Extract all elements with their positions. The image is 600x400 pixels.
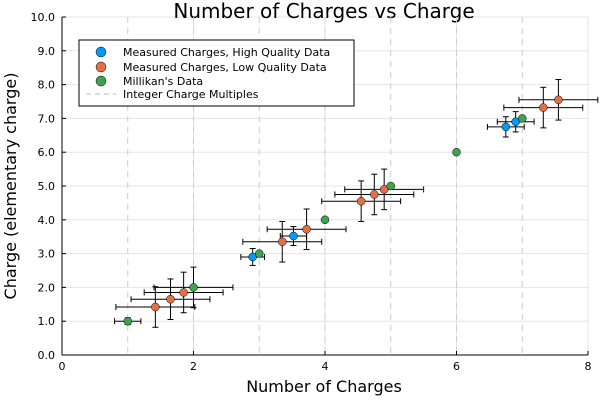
legend-label-high-quality: Measured Charges, High Quality Data bbox=[123, 46, 330, 59]
series-1-point-0 bbox=[115, 286, 196, 328]
data-point bbox=[166, 294, 175, 304]
data-point bbox=[302, 225, 311, 234]
data-point bbox=[289, 231, 298, 241]
series-2-point-5 bbox=[452, 147, 461, 157]
data-marks bbox=[114, 79, 599, 328]
legend-label-low-quality: Measured Charges, Low Quality Data bbox=[123, 61, 327, 74]
series-1-point-5 bbox=[321, 180, 402, 222]
y-tick-label-7: 7.0 bbox=[38, 112, 56, 125]
y-tick-label-4: 4.0 bbox=[38, 214, 56, 227]
y-tick-label-2: 2.0 bbox=[38, 281, 56, 294]
x-tick-label-0: 0 bbox=[59, 360, 66, 373]
data-point bbox=[370, 190, 379, 199]
legend: Measured Charges, High Quality Data Meas… bbox=[78, 39, 355, 107]
legend-box bbox=[78, 39, 355, 107]
x-axis-label: Number of Charges bbox=[246, 377, 402, 396]
series-1-point-4 bbox=[266, 208, 347, 251]
y-tick-label-9: 9.0 bbox=[38, 45, 56, 58]
data-point bbox=[278, 237, 287, 247]
y-tick-label-10: 10.0 bbox=[31, 11, 56, 24]
series-0-point-3 bbox=[496, 111, 535, 133]
data-point bbox=[386, 181, 395, 191]
data-point bbox=[123, 316, 132, 326]
series-0-point-2 bbox=[486, 116, 525, 138]
series-2-point-0 bbox=[114, 316, 142, 326]
data-point bbox=[501, 122, 511, 132]
data-point bbox=[539, 103, 548, 112]
legend-marker-millikan bbox=[95, 75, 107, 87]
data-point bbox=[255, 249, 264, 258]
data-point bbox=[189, 283, 198, 292]
data-point bbox=[518, 114, 527, 123]
y-tick-label-8: 8.0 bbox=[38, 79, 56, 92]
data-point bbox=[320, 215, 330, 225]
legend-marker-low-quality bbox=[95, 61, 107, 73]
series-2-point-3 bbox=[320, 215, 330, 225]
series-2-point-2 bbox=[255, 249, 264, 258]
y-tick-label-1: 1.0 bbox=[38, 315, 56, 328]
legend-marker-high-quality bbox=[95, 46, 107, 58]
series-2-point-4 bbox=[386, 181, 395, 191]
x-tick-label-1: 2 bbox=[190, 360, 197, 373]
series-1-point-6 bbox=[334, 173, 415, 216]
series-2-point-6 bbox=[518, 114, 527, 123]
series-1-point-3 bbox=[242, 220, 323, 263]
legend-label-millikan: Millikan's Data bbox=[123, 75, 203, 88]
y-axis-label: Charge (elementary charge) bbox=[1, 73, 20, 300]
legend-label-integer-lines: Integer Charge Multiples bbox=[123, 88, 259, 101]
series-1-point-2 bbox=[143, 271, 224, 314]
series-1-point-7 bbox=[344, 168, 425, 211]
y-tick-label-6: 6.0 bbox=[38, 146, 56, 159]
y-tick-label-3: 3.0 bbox=[38, 248, 56, 261]
tick-labels: 0 2 4 6 8 0.0 1.0 2.0 3.0 4.0 5.0 6.0 7.0 8.0 9.0 10.0 bbox=[31, 11, 592, 373]
series-1-point-1 bbox=[130, 278, 211, 321]
y-tick-label-5: 5.0 bbox=[38, 180, 56, 193]
series-2-point-1 bbox=[153, 266, 234, 309]
y-tick-label-0: 0.0 bbox=[38, 349, 56, 362]
x-tick-label-4: 8 bbox=[585, 360, 592, 373]
data-point bbox=[179, 288, 188, 297]
series-1-point-8 bbox=[503, 86, 584, 129]
chart-title: Number of Charges vs Charge bbox=[173, 0, 474, 23]
data-point bbox=[452, 147, 461, 157]
axes bbox=[61, 16, 589, 356]
x-tick-label-2: 4 bbox=[322, 360, 329, 373]
x-tick-label-3: 6 bbox=[453, 360, 460, 373]
series-1-point-9 bbox=[518, 79, 599, 121]
data-point bbox=[554, 95, 563, 105]
data-point bbox=[151, 302, 160, 312]
data-point bbox=[356, 196, 366, 206]
